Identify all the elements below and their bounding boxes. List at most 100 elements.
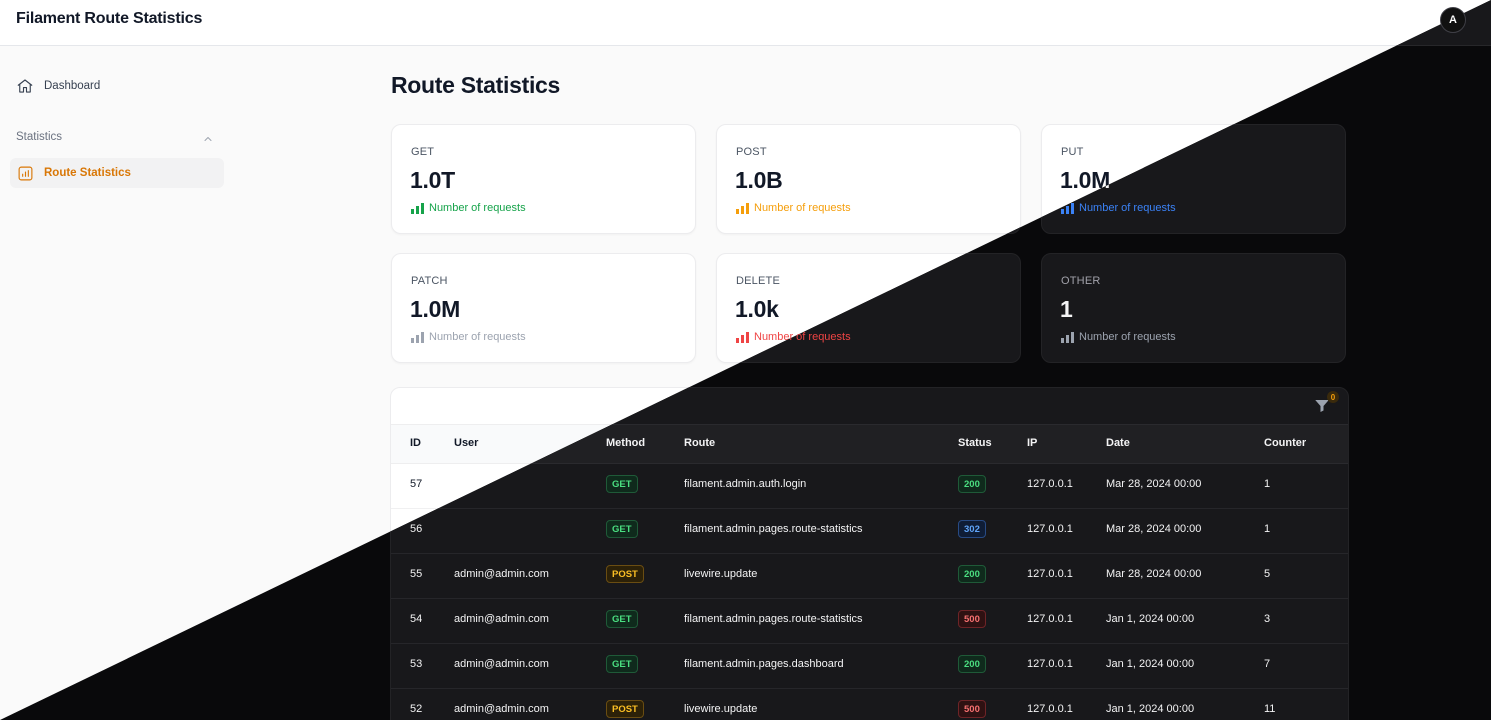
stat-label: PUT	[1061, 146, 1084, 158]
cell-ip: 127.0.0.1	[1027, 613, 1073, 625]
bar-chart-icon	[736, 331, 749, 343]
table-row[interactable]: 57 GET filament.admin.auth.login 200 127.0.0…	[391, 463, 1348, 509]
status-badge: 302	[958, 520, 986, 538]
chart-bar-icon	[18, 166, 33, 180]
stat-description-text: Number of requests	[429, 202, 526, 214]
cell-id: 55	[410, 568, 423, 580]
cell-route: filament.admin.pages.route-statistics	[684, 523, 863, 535]
stat-description: Number of requests	[1061, 331, 1176, 343]
column-header-id[interactable]: ID	[410, 437, 421, 449]
cell-route: livewire.update	[684, 703, 758, 715]
stat-card-post: POST 1.0B Number of requests	[716, 124, 1021, 234]
status-badge: 200	[958, 475, 986, 493]
sidebar-item-label: Dashboard	[44, 80, 101, 92]
stat-description: Number of requests	[411, 331, 526, 343]
cell-route: filament.admin.pages.route-statistics	[684, 613, 863, 625]
cell-counter: 1	[1264, 523, 1271, 535]
cell-id: 52	[410, 703, 423, 715]
stat-description-text: Number of requests	[754, 202, 851, 214]
cell-counter: 11	[1264, 703, 1276, 715]
cell-user: admin@admin.com	[454, 703, 549, 715]
cell-counter: 3	[1264, 613, 1271, 625]
cell-ip: 127.0.0.1	[1027, 523, 1073, 535]
column-header-ip[interactable]: IP	[1027, 437, 1038, 449]
cell-counter: 1	[1264, 478, 1271, 490]
status-badge: 500	[958, 610, 986, 628]
cell-counter: 7	[1264, 658, 1271, 670]
table-row[interactable]: 52 admin@admin.com POST livewire.update 500 1…	[391, 688, 1348, 720]
cell-user: admin@admin.com	[454, 568, 549, 580]
table-row[interactable]: 53 admin@admin.com GET filament.admin.pages…	[391, 643, 1348, 689]
bar-chart-icon	[411, 331, 424, 343]
cell-date: Mar 28, 2024 00:00	[1106, 568, 1202, 580]
stat-description-text: Number of requests	[1079, 202, 1176, 214]
table-row[interactable]: 54 admin@admin.com GET filament.admin.pages…	[391, 598, 1348, 644]
column-header-user[interactable]: User	[454, 437, 479, 449]
chevron-up-icon[interactable]	[202, 133, 214, 145]
method-badge: GET	[606, 520, 638, 538]
cell-ip: 127.0.0.1	[1027, 478, 1073, 490]
status-badge: 200	[958, 565, 986, 583]
table-row[interactable]: 56 GET filament.admin.pages.route-statisti…	[391, 508, 1348, 554]
cell-user: admin@admin.com	[454, 658, 549, 670]
column-header-counter[interactable]: Counter	[1264, 437, 1307, 449]
status-badge: 200	[958, 655, 986, 673]
cell-id: 53	[410, 658, 423, 670]
cell-route: filament.admin.pages.dashboard	[684, 658, 844, 670]
method-badge: GET	[606, 655, 638, 673]
stat-description: Number of requests	[411, 202, 526, 214]
sidebar-group-statistics[interactable]: Statistics	[16, 131, 63, 143]
page-title: Route Statistics	[391, 72, 561, 98]
stat-value: 1.0T	[410, 167, 455, 193]
bar-chart-icon	[1061, 331, 1074, 343]
stat-value: 1	[1060, 296, 1073, 322]
stat-description: Number of requests	[1061, 202, 1176, 214]
method-badge: POST	[606, 565, 644, 583]
column-header-date[interactable]: Date	[1106, 437, 1130, 449]
stat-label: PATCH	[411, 275, 448, 287]
filter-count-badge: 0	[1327, 391, 1339, 403]
stat-label: DELETE	[736, 275, 780, 287]
cell-date: Mar 28, 2024 00:00	[1106, 478, 1202, 490]
stat-card-patch: PATCH 1.0M Number of requests	[391, 253, 696, 363]
stat-description: Number of requests	[736, 202, 851, 214]
cell-user: admin@admin.com	[454, 613, 549, 625]
filter-icon[interactable]	[1313, 397, 1331, 415]
cell-counter: 5	[1264, 568, 1271, 580]
method-badge: GET	[606, 475, 638, 493]
cell-date: Jan 1, 2024 00:00	[1106, 613, 1195, 625]
stat-label: GET	[411, 146, 435, 158]
table-row[interactable]: 55 admin@admin.com POST livewire.update 200 1…	[391, 553, 1348, 599]
stat-card-other: OTHER 1 Number of requests	[1041, 253, 1346, 363]
method-badge: GET	[606, 610, 638, 628]
cell-date: Jan 1, 2024 00:00	[1106, 703, 1195, 715]
cell-ip: 127.0.0.1	[1027, 703, 1073, 715]
cell-date: Mar 28, 2024 00:00	[1106, 523, 1202, 535]
sidebar-item-label: Route Statistics	[44, 167, 131, 179]
cell-ip: 127.0.0.1	[1027, 568, 1073, 580]
stat-card-get: GET 1.0T Number of requests	[391, 124, 696, 234]
stat-value: 1.0k	[735, 296, 779, 322]
home-icon	[17, 79, 33, 93]
column-header-method[interactable]: Method	[606, 437, 646, 449]
bar-chart-icon	[411, 202, 424, 214]
cell-ip: 127.0.0.1	[1027, 658, 1073, 670]
cell-id: 56	[410, 523, 423, 535]
stat-value: 1.0B	[735, 167, 783, 193]
column-header-status[interactable]: Status	[958, 437, 992, 449]
stat-value: 1.0M	[410, 296, 460, 322]
bar-chart-icon	[1061, 202, 1074, 214]
method-badge: POST	[606, 700, 644, 718]
stat-description-text: Number of requests	[429, 331, 526, 343]
stat-label: OTHER	[1061, 275, 1101, 287]
cell-date: Jan 1, 2024 00:00	[1106, 658, 1195, 670]
column-header-route[interactable]: Route	[684, 437, 716, 449]
cell-route: filament.admin.auth.login	[684, 478, 807, 490]
top-bar: Filament Route Statistics A	[0, 0, 1491, 46]
sidebar-item-route-statistics[interactable]: Route Statistics	[10, 158, 224, 188]
stat-description-text: Number of requests	[1079, 331, 1176, 343]
cell-id: 54	[410, 613, 423, 625]
sidebar-item-dashboard[interactable]: Dashboard	[16, 76, 100, 96]
app-title: Filament Route Statistics	[16, 10, 203, 27]
cell-id: 57	[410, 478, 423, 490]
